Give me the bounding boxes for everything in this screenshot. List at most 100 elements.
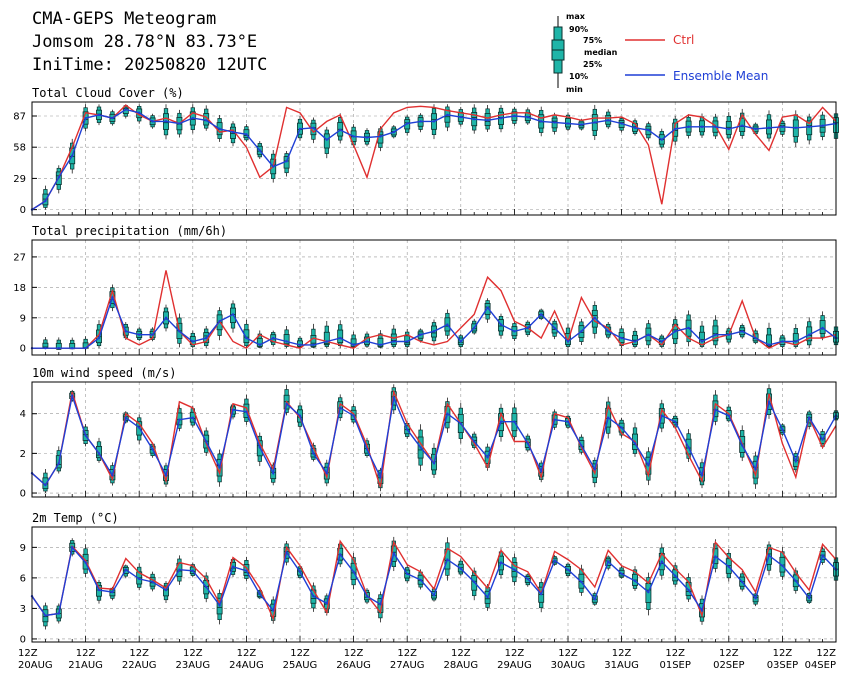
mean-point (285, 551, 288, 554)
panel-title: Total Cloud Cover (%) (32, 86, 184, 100)
x-date-label: 04SEP (805, 660, 836, 671)
mean-point (151, 448, 154, 451)
mean-point (607, 560, 610, 563)
mean-point (258, 343, 261, 347)
x-date-label: 21AUG (68, 660, 103, 671)
mean-point (365, 448, 369, 451)
mean-point (191, 569, 194, 572)
mean-point (392, 552, 395, 555)
y-tick-label: 29 (13, 174, 26, 185)
mean-point (97, 588, 101, 592)
mean-point (245, 569, 248, 572)
panel-title: 10m wind speed (m/s) (32, 366, 177, 380)
mean-point (808, 597, 811, 600)
x-hour-label: 12Z (505, 648, 525, 659)
box-mark (323, 320, 330, 349)
mean-point (607, 416, 610, 419)
x-date-label: 23AUG (175, 660, 210, 671)
mean-point (124, 108, 128, 111)
box-mark (806, 113, 813, 145)
box-mark (819, 311, 826, 341)
mean-point (205, 119, 208, 122)
mean-point (57, 612, 60, 615)
mean-point (325, 602, 328, 605)
box-legend: max 90% 75% median 25% 10% min (551, 12, 618, 94)
mean-point (473, 580, 476, 584)
ctrl-series-line (31, 104, 837, 211)
mean-point (486, 306, 489, 309)
mean-point (138, 426, 141, 429)
mean-point (687, 125, 690, 128)
mean-point (406, 428, 409, 431)
box-mark (538, 578, 545, 613)
x-date-label: 24AUG (229, 660, 264, 671)
mean-point (808, 333, 811, 336)
mean-point (205, 440, 208, 443)
mean-point (620, 336, 623, 340)
box-mark (725, 112, 732, 142)
x-date-label: 29AUG (497, 660, 532, 671)
panel-title: Total precipitation (mm/6h) (32, 224, 227, 238)
box-mark (565, 112, 571, 132)
mean-point (272, 609, 275, 612)
mean-point (191, 416, 194, 419)
mean-point (151, 120, 154, 123)
mean-point (84, 116, 87, 120)
mean-point (245, 410, 248, 413)
mean-point (71, 154, 74, 158)
mean-point (164, 473, 168, 477)
box-legend-label: 90% (569, 25, 588, 34)
mean-point (593, 598, 596, 601)
mean-point (499, 561, 503, 564)
init-time-label: IniTime: 20250820 12UTC (32, 55, 267, 75)
mean-point (767, 554, 771, 557)
x-date-label: 27AUG (390, 660, 425, 671)
y-tick-label: 9 (20, 543, 26, 554)
mean-point (379, 343, 382, 347)
mean-point (352, 135, 355, 138)
ctrl-series-line (31, 539, 837, 621)
y-tick-label: 18 (13, 283, 26, 294)
mean-point (352, 414, 355, 417)
mean-point (633, 579, 637, 583)
mean-point (607, 119, 610, 122)
mean-point (526, 326, 529, 330)
mean-point (258, 592, 261, 596)
mean-point (526, 115, 529, 119)
mean-point (285, 159, 288, 163)
x-hour-label: 12Z (237, 648, 257, 659)
mean-point (97, 452, 101, 455)
mean-point (674, 420, 677, 423)
page-title: CMA-GEPS Meteogram (32, 9, 216, 29)
mean-point (218, 127, 221, 131)
mean-point (794, 126, 797, 130)
box-mark (806, 317, 813, 349)
mean-point (687, 326, 690, 330)
mean-point (191, 340, 194, 343)
mean-point (553, 121, 556, 124)
mean-point (419, 446, 422, 449)
mean-point (620, 122, 623, 125)
mean-point (459, 567, 462, 570)
x-date-label: 02SEP (713, 660, 744, 671)
mean-point (794, 579, 797, 583)
mean-point (714, 125, 717, 128)
mean-point (459, 340, 462, 343)
mean-point (727, 414, 730, 417)
mean-point (379, 603, 382, 606)
box-mark (632, 327, 638, 349)
mean-point (486, 119, 489, 122)
box-mark (766, 541, 772, 576)
mean-point (352, 570, 355, 573)
box-mark (404, 328, 411, 349)
mean-point (432, 120, 436, 123)
mean-point (647, 333, 650, 336)
x-date-label: 30AUG (551, 660, 586, 671)
mean-point (540, 313, 543, 316)
mean-point (593, 468, 596, 471)
mean-point (714, 408, 717, 411)
mean-point (365, 595, 369, 598)
x-hour-label: 12Z (129, 648, 149, 659)
mean-point (44, 483, 47, 487)
